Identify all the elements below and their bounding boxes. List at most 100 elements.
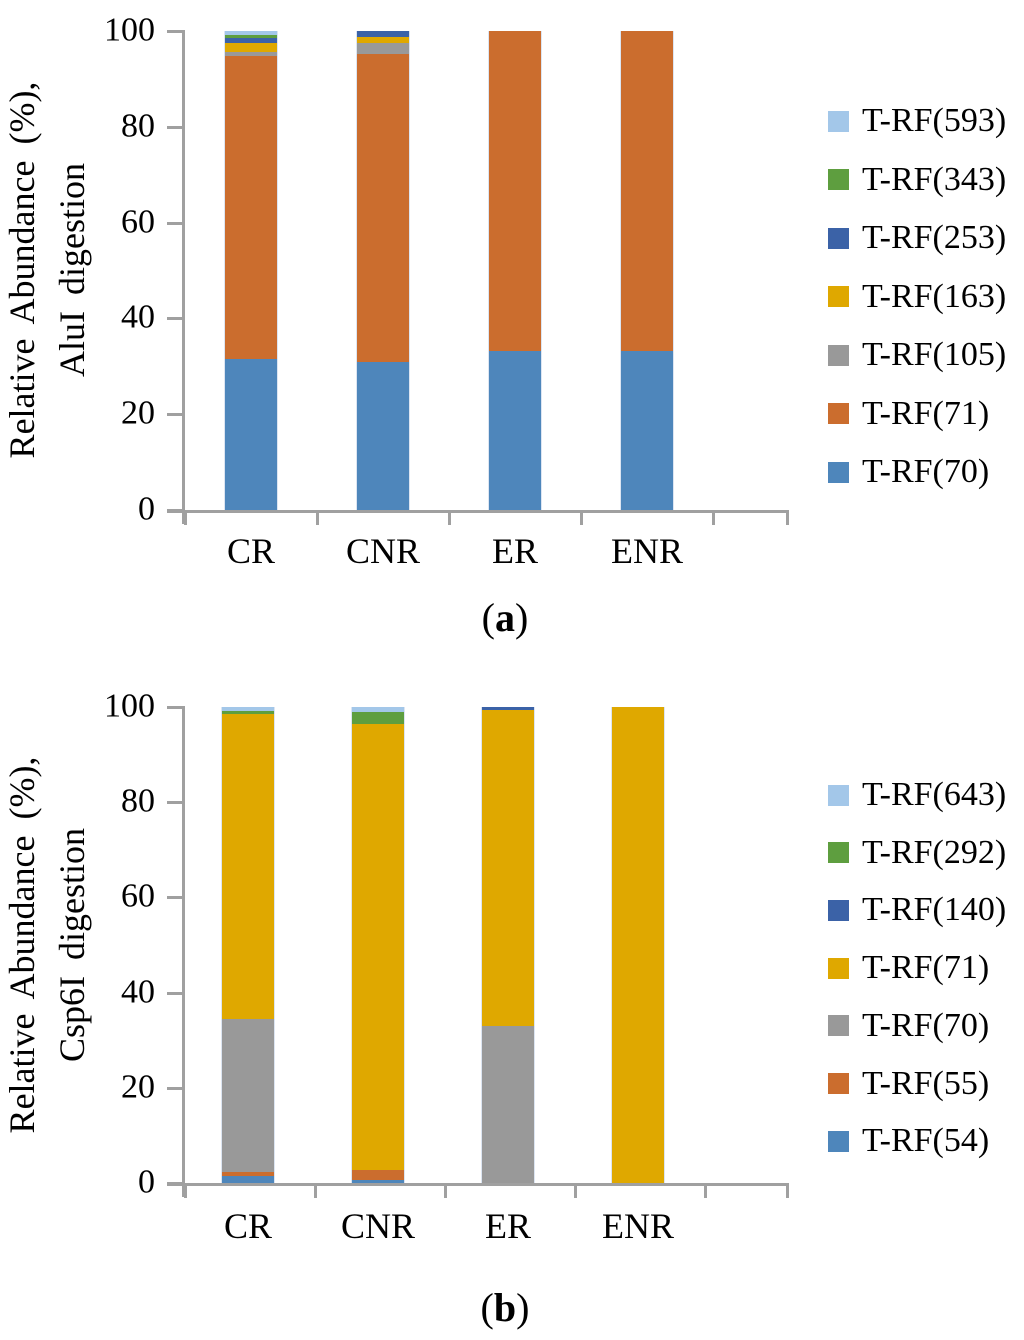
bar-a-er-seg-t-rf-71 (489, 31, 541, 352)
bar-edge-right-a-enr (673, 31, 674, 510)
bar-b-er-seg-t-rf-71 (482, 709, 534, 1026)
chart-panel-a: Relative Abundance (%), AluI digestion 0… (0, 0, 1024, 660)
x-tick-a-0 (184, 510, 187, 525)
bar-a-cnr-seg-t-rf-253 (357, 31, 409, 37)
legend-item-b-t-rf-140: T-RF(140) (828, 881, 1006, 939)
bar-b-cnr-seg-t-rf-54 (352, 1180, 404, 1183)
bar-a-er-seg-t-rf-70 (489, 351, 541, 510)
bar-edge-left-a-cr (224, 31, 225, 510)
x-tick-a-2 (448, 510, 451, 525)
bar-b-er-seg-t-rf-140 (482, 707, 534, 710)
legend-swatch-b-t-rf-71 (828, 957, 849, 979)
legend-item-a-t-rf-70: T-RF(70) (828, 443, 989, 501)
y-axis-line-b (182, 707, 185, 1197)
legend-label-a-t-rf-105: T-RF(105) (862, 336, 1007, 373)
bar-b-cr-seg-t-rf-54 (222, 1175, 274, 1183)
y-tick-a-40 (167, 317, 185, 321)
y-tick-a-60 (167, 221, 185, 225)
legend-label-b-t-rf-140: T-RF(140) (862, 891, 1007, 929)
bar-b-enr-seg-t-rf-71 (612, 707, 664, 1183)
x-category-label-b-cnr: CNR (340, 1206, 416, 1246)
legend-item-b-t-rf-71: T-RF(71) (828, 939, 989, 997)
bar-edge-right-b-cnr (404, 707, 405, 1183)
legend-label-b-t-rf-54: T-RF(54) (862, 1122, 990, 1160)
legend-item-b-t-rf-70: T-RF(70) (828, 997, 989, 1055)
caption-b-paren-close: ) (516, 1285, 530, 1330)
x-tick-b-4 (704, 1183, 707, 1198)
y-tick-label-b-80: 80 (121, 782, 155, 820)
y-axis-line-a (182, 31, 185, 524)
x-category-label-a-enr: ENR (611, 531, 683, 571)
y-tick-label-a-0: 0 (138, 490, 155, 528)
caption-b-paren-open: ( (480, 1285, 494, 1330)
y-tick-b-100 (167, 706, 185, 709)
bar-a-cnr (356, 31, 410, 510)
bar-edge-right-b-enr (664, 707, 665, 1183)
legend-item-a-t-rf-105: T-RF(105) (828, 326, 1006, 384)
bar-a-cr-seg-t-rf-105 (225, 51, 277, 56)
caption-b: (b) (205, 1288, 805, 1328)
bar-a-enr-seg-t-rf-71 (621, 31, 673, 352)
bar-b-cnr-seg-t-rf-55 (352, 1170, 404, 1181)
y-tick-label-b-40: 40 (121, 972, 155, 1010)
legend-label-a-t-rf-343: T-RF(343) (862, 160, 1007, 198)
bar-a-cnr-seg-t-rf-163 (357, 36, 409, 43)
caption-a: (a) (205, 598, 805, 638)
bar-b-cr-seg-t-rf-292 (222, 710, 274, 714)
y-tick-label-a-80: 80 (121, 107, 155, 145)
legend-swatch-a-t-rf-105 (828, 344, 849, 366)
legend-item-a-t-rf-593: T-RF(593) (828, 92, 1006, 150)
plot-area-a: 0 20 40 60 80 100 CR CNR ER ENR (0, 0, 1024, 660)
bar-a-cr-seg-t-rf-343 (225, 34, 277, 38)
legend-label-a-t-rf-163: T-RF(163) (862, 277, 1007, 315)
bar-edge-left-b-er (481, 707, 482, 1183)
bar-edge-left-a-er (488, 31, 489, 510)
x-tick-b-2 (444, 1183, 447, 1198)
y-tick-a-0 (167, 509, 185, 512)
bar-edge-right-a-cr (277, 31, 278, 510)
legend-swatch-a-t-rf-343 (828, 169, 849, 190)
bar-b-er (481, 707, 535, 1183)
legend-item-b-t-rf-643: T-RF(643) (828, 766, 1006, 824)
legend-item-a-t-rf-163: T-RF(163) (828, 268, 1006, 326)
y-tick-label-b-0: 0 (138, 1163, 155, 1201)
x-tick-b-0 (184, 1183, 187, 1198)
plot-area-b: 0 20 40 60 80 100 CR CNR ER ENR (0, 660, 1024, 1340)
x-axis-line-a (167, 510, 787, 513)
legend-label-b-t-rf-55: T-RF(55) (862, 1064, 990, 1102)
x-tick-a-3 (580, 510, 583, 525)
caption-a-paren-close: ) (515, 595, 529, 640)
chart-panel-b: Relative Abundance (%), Csp6I digestion … (0, 660, 1024, 1340)
legend-item-b-t-rf-292: T-RF(292) (828, 824, 1006, 882)
y-tick-b-0 (167, 1182, 185, 1185)
caption-a-letter: a (495, 595, 515, 640)
bar-edge-right-b-er (534, 707, 535, 1183)
bar-b-cr-seg-t-rf-71 (222, 713, 274, 1019)
x-tick-a-5 (786, 510, 789, 525)
x-category-label-a-er: ER (491, 531, 538, 571)
bar-edge-right-a-er (541, 31, 542, 510)
bar-a-cr-seg-t-rf-253 (225, 37, 277, 44)
legend-label-a-t-rf-593: T-RF(593) (862, 102, 1007, 139)
y-tick-b-60 (167, 896, 185, 900)
bar-a-er (488, 31, 542, 510)
y-tick-label-b-20: 20 (121, 1068, 155, 1106)
legend-swatch-a-t-rf-593 (828, 110, 849, 132)
bar-a-cr-seg-t-rf-163 (225, 43, 277, 52)
bar-a-cr-seg-t-rf-71 (225, 55, 277, 359)
y-tick-a-80 (167, 125, 185, 129)
x-tick-a-4 (712, 510, 715, 525)
legend-swatch-b-t-rf-643 (828, 784, 849, 806)
legend-item-b-t-rf-54: T-RF(54) (828, 1112, 989, 1170)
x-tick-b-1 (314, 1183, 317, 1198)
bar-edge-left-a-enr (620, 31, 621, 510)
bar-b-cnr-seg-t-rf-292 (352, 711, 404, 724)
bar-b-cr (221, 707, 275, 1183)
bar-edge-left-b-cr (221, 707, 222, 1183)
bar-a-cnr-seg-t-rf-105 (357, 42, 409, 54)
legend-label-b-t-rf-643: T-RF(643) (862, 776, 1007, 813)
bar-b-cr-seg-t-rf-70 (222, 1018, 274, 1173)
y-tick-b-40 (167, 991, 185, 995)
x-tick-b-5 (786, 1183, 789, 1198)
